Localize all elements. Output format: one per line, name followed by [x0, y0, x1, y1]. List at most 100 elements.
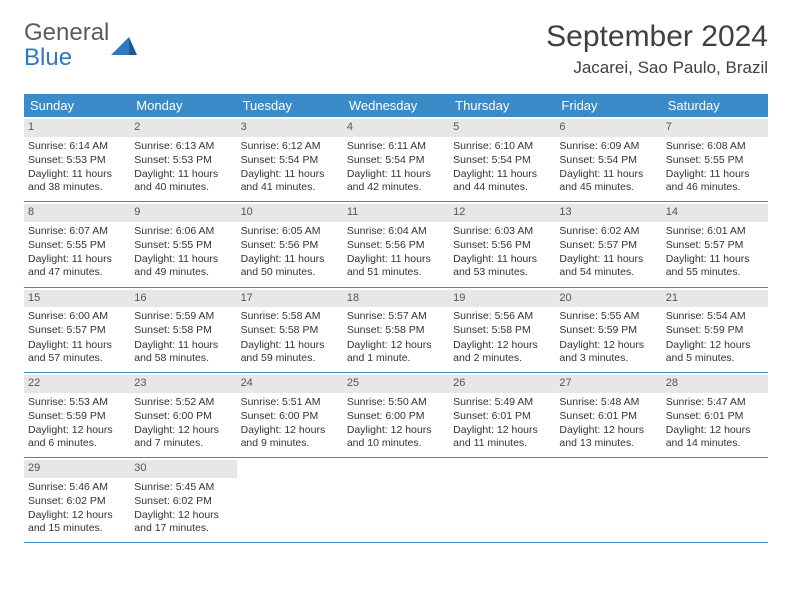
daylight-line: Daylight: 11 hours and 49 minutes. — [134, 253, 232, 279]
sunrise-line: Sunrise: 6:06 AM — [134, 225, 232, 238]
daylight-line: Daylight: 11 hours and 44 minutes. — [453, 168, 551, 194]
day-number: 28 — [662, 375, 768, 393]
daylight-line: Daylight: 11 hours and 45 minutes. — [559, 168, 657, 194]
day-number: 26 — [449, 375, 555, 393]
sunrise-line: Sunrise: 5:48 AM — [559, 396, 657, 409]
daylight-line: Daylight: 11 hours and 46 minutes. — [666, 168, 764, 194]
sunrise-line: Sunrise: 5:57 AM — [347, 310, 445, 323]
daylight-line: Daylight: 12 hours and 2 minutes. — [453, 339, 551, 365]
sunrise-line: Sunrise: 5:51 AM — [241, 396, 339, 409]
sunset-line: Sunset: 5:55 PM — [666, 154, 764, 167]
day-cell: 25Sunrise: 5:50 AMSunset: 6:00 PMDayligh… — [343, 373, 449, 457]
day-cell: 17Sunrise: 5:58 AMSunset: 5:58 PMDayligh… — [237, 288, 343, 372]
day-number: 15 — [24, 290, 130, 308]
sunset-line: Sunset: 5:56 PM — [347, 239, 445, 252]
sunset-line: Sunset: 5:59 PM — [28, 410, 126, 423]
logo-word-1: General — [24, 20, 109, 45]
sunset-line: Sunset: 5:54 PM — [347, 154, 445, 167]
sunset-line: Sunset: 5:54 PM — [453, 154, 551, 167]
sunrise-line: Sunrise: 5:49 AM — [453, 396, 551, 409]
day-number: 10 — [237, 204, 343, 222]
daylight-line: Daylight: 11 hours and 55 minutes. — [666, 253, 764, 279]
day-number: 19 — [449, 290, 555, 308]
sunset-line: Sunset: 5:58 PM — [347, 324, 445, 337]
day-cell: 24Sunrise: 5:51 AMSunset: 6:00 PMDayligh… — [237, 373, 343, 457]
day-number: 18 — [343, 290, 449, 308]
day-cell: 22Sunrise: 5:53 AMSunset: 5:59 PMDayligh… — [24, 373, 130, 457]
month-title: September 2024 — [546, 20, 768, 54]
day-number: 27 — [555, 375, 661, 393]
day-cell: 26Sunrise: 5:49 AMSunset: 6:01 PMDayligh… — [449, 373, 555, 457]
week-row: 15Sunrise: 6:00 AMSunset: 5:57 PMDayligh… — [24, 288, 768, 373]
sunrise-line: Sunrise: 6:14 AM — [28, 140, 126, 153]
daylight-line: Daylight: 12 hours and 13 minutes. — [559, 424, 657, 450]
sunrise-line: Sunrise: 6:04 AM — [347, 225, 445, 238]
day-cell: 12Sunrise: 6:03 AMSunset: 5:56 PMDayligh… — [449, 202, 555, 286]
sunset-line: Sunset: 6:00 PM — [347, 410, 445, 423]
sunrise-line: Sunrise: 5:46 AM — [28, 481, 126, 494]
day-number: 25 — [343, 375, 449, 393]
sunrise-line: Sunrise: 6:03 AM — [453, 225, 551, 238]
sunrise-line: Sunrise: 6:08 AM — [666, 140, 764, 153]
week-row: 1Sunrise: 6:14 AMSunset: 5:53 PMDaylight… — [24, 117, 768, 202]
sunrise-line: Sunrise: 6:02 AM — [559, 225, 657, 238]
logo: General Blue — [24, 20, 137, 70]
sunrise-line: Sunrise: 5:56 AM — [453, 310, 551, 323]
day-cell: 10Sunrise: 6:05 AMSunset: 5:56 PMDayligh… — [237, 202, 343, 286]
sunset-line: Sunset: 5:57 PM — [559, 239, 657, 252]
sunset-line: Sunset: 5:53 PM — [28, 154, 126, 167]
sunrise-line: Sunrise: 6:01 AM — [666, 225, 764, 238]
sunset-line: Sunset: 5:54 PM — [559, 154, 657, 167]
day-cell: 2Sunrise: 6:13 AMSunset: 5:53 PMDaylight… — [130, 117, 236, 201]
day-header: Friday — [555, 94, 661, 117]
day-number: 5 — [449, 119, 555, 137]
day-number: 8 — [24, 204, 130, 222]
day-cell: 5Sunrise: 6:10 AMSunset: 5:54 PMDaylight… — [449, 117, 555, 201]
sunrise-line: Sunrise: 5:53 AM — [28, 396, 126, 409]
day-header-row: Sunday Monday Tuesday Wednesday Thursday… — [24, 94, 768, 117]
sunset-line: Sunset: 5:59 PM — [559, 324, 657, 337]
daylight-line: Daylight: 12 hours and 6 minutes. — [28, 424, 126, 450]
day-cell: 15Sunrise: 6:00 AMSunset: 5:57 PMDayligh… — [24, 288, 130, 372]
daylight-line: Daylight: 11 hours and 47 minutes. — [28, 253, 126, 279]
week-row: 22Sunrise: 5:53 AMSunset: 5:59 PMDayligh… — [24, 373, 768, 458]
day-number: 6 — [555, 119, 661, 137]
sunset-line: Sunset: 6:02 PM — [28, 495, 126, 508]
day-cell: 16Sunrise: 5:59 AMSunset: 5:58 PMDayligh… — [130, 288, 236, 372]
sunrise-line: Sunrise: 6:05 AM — [241, 225, 339, 238]
day-cell: 29Sunrise: 5:46 AMSunset: 6:02 PMDayligh… — [24, 458, 130, 542]
day-number: 17 — [237, 290, 343, 308]
daylight-line: Daylight: 11 hours and 51 minutes. — [347, 253, 445, 279]
sunset-line: Sunset: 5:59 PM — [666, 324, 764, 337]
logo-word-2: Blue — [24, 45, 109, 70]
sunrise-line: Sunrise: 6:13 AM — [134, 140, 232, 153]
day-number: 20 — [555, 290, 661, 308]
day-cell: 20Sunrise: 5:55 AMSunset: 5:59 PMDayligh… — [555, 288, 661, 372]
sunrise-line: Sunrise: 5:59 AM — [134, 310, 232, 323]
day-header: Thursday — [449, 94, 555, 117]
daylight-line: Daylight: 12 hours and 1 minute. — [347, 339, 445, 365]
week-row: 8Sunrise: 6:07 AMSunset: 5:55 PMDaylight… — [24, 202, 768, 287]
day-number: 7 — [662, 119, 768, 137]
daylight-line: Daylight: 12 hours and 3 minutes. — [559, 339, 657, 365]
day-cell: 28Sunrise: 5:47 AMSunset: 6:01 PMDayligh… — [662, 373, 768, 457]
daylight-line: Daylight: 12 hours and 17 minutes. — [134, 509, 232, 535]
day-cell: 21Sunrise: 5:54 AMSunset: 5:59 PMDayligh… — [662, 288, 768, 372]
daylight-line: Daylight: 11 hours and 41 minutes. — [241, 168, 339, 194]
sunset-line: Sunset: 5:57 PM — [28, 324, 126, 337]
sunrise-line: Sunrise: 5:45 AM — [134, 481, 232, 494]
daylight-line: Daylight: 12 hours and 11 minutes. — [453, 424, 551, 450]
daylight-line: Daylight: 11 hours and 38 minutes. — [28, 168, 126, 194]
daylight-line: Daylight: 11 hours and 42 minutes. — [347, 168, 445, 194]
sunrise-line: Sunrise: 5:50 AM — [347, 396, 445, 409]
day-cell: 9Sunrise: 6:06 AMSunset: 5:55 PMDaylight… — [130, 202, 236, 286]
daylight-line: Daylight: 12 hours and 5 minutes. — [666, 339, 764, 365]
day-cell: 4Sunrise: 6:11 AMSunset: 5:54 PMDaylight… — [343, 117, 449, 201]
day-cell: 30Sunrise: 5:45 AMSunset: 6:02 PMDayligh… — [130, 458, 236, 542]
day-number: 1 — [24, 119, 130, 137]
day-header: Wednesday — [343, 94, 449, 117]
day-header: Saturday — [662, 94, 768, 117]
day-cell: 19Sunrise: 5:56 AMSunset: 5:58 PMDayligh… — [449, 288, 555, 372]
day-cell: 1 Sunrise: 6:14 AMSunset: 5:53 PMDaylight… — [24, 117, 130, 201]
daylight-line: Daylight: 11 hours and 54 minutes. — [559, 253, 657, 279]
